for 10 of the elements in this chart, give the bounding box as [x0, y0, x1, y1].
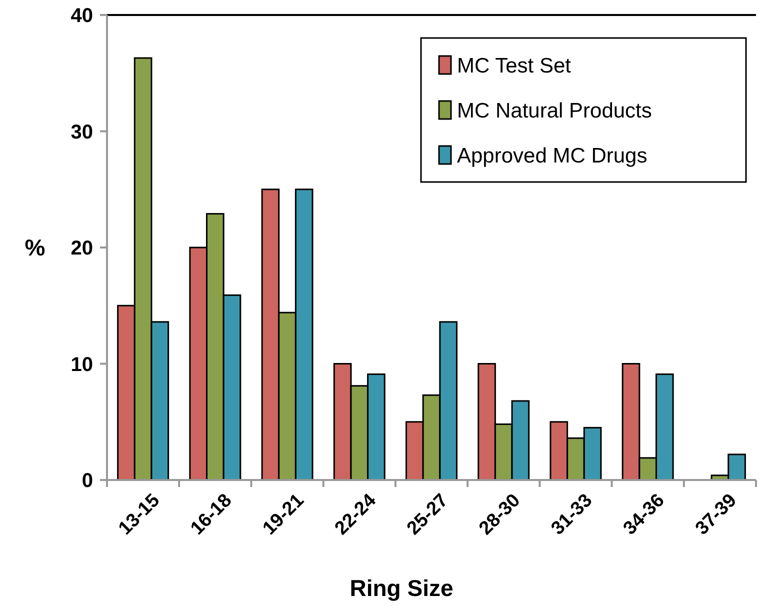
- y-tick-label: 10: [70, 354, 93, 376]
- x-axis-title: Ring Size: [350, 575, 454, 601]
- legend-label: MC Test Set: [457, 54, 572, 78]
- y-tick-label: 0: [82, 470, 93, 492]
- y-tick-label: 20: [70, 238, 93, 260]
- y-tick-label: 30: [70, 121, 93, 144]
- y-axis-title: %: [24, 234, 46, 261]
- legend-label: Approved MC Drugs: [457, 144, 648, 168]
- y-tick-label: 40: [70, 5, 93, 27]
- legend-label: MC Natural Products: [457, 99, 652, 122]
